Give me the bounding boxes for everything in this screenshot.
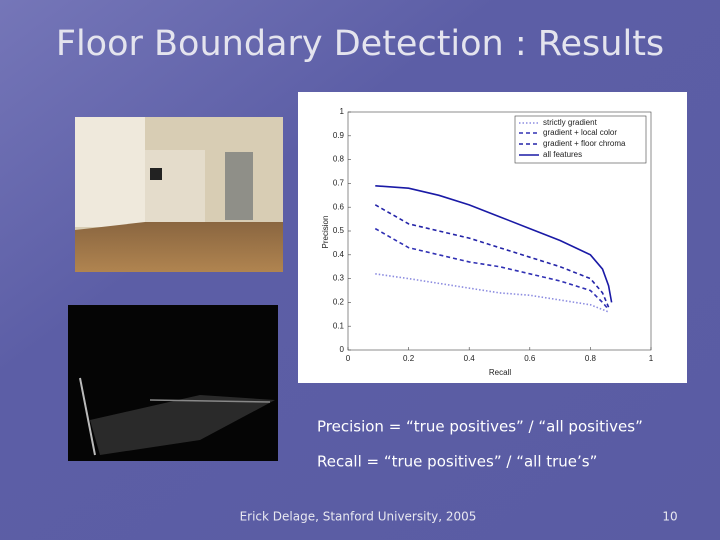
formula: Precision = “true positives” / “all posi… [317,418,643,436]
y-tick-label: 0.5 [333,226,345,235]
y-tick-label: 0.7 [333,179,345,188]
y-tick-label: 0.8 [333,155,345,164]
x-tick-label: 0.4 [464,354,476,363]
x-tick-label: 0.2 [403,354,415,363]
footer: Erick Delage, Stanford University, 2005 [240,510,477,524]
y-axis-label: Precision [321,216,330,249]
slide-title: Floor Boundary Detection : Results [56,24,664,64]
formula: Recall = “true positives” / “all true’s” [317,453,597,471]
y-tick-label: 0.2 [333,298,345,307]
y-tick-label: 0.4 [333,250,345,259]
y-tick-label: 0.1 [333,321,345,330]
room-photo [75,117,283,272]
series-line [375,184,613,303]
y-tick-label: 0 [340,345,345,354]
y-tick-label: 0.3 [333,274,345,283]
legend-label: all features [543,150,582,159]
x-tick-label: 0 [346,354,351,363]
legend-label: strictly gradient [543,118,598,127]
series-line [374,204,610,308]
y-tick-label: 1 [340,107,345,116]
series-line [375,273,609,313]
legend-label: gradient + local color [543,128,617,137]
y-tick-label: 0.6 [333,202,345,211]
legend-label: gradient + floor chroma [543,139,626,148]
x-tick-label: 1 [649,354,654,363]
series-line [374,227,610,311]
x-tick-label: 0.8 [585,354,597,363]
page-number: 10 [662,510,677,524]
edge-photo [68,305,278,461]
x-axis-label: Recall [489,368,511,377]
x-tick-label: 0.6 [524,354,536,363]
y-tick-label: 0.9 [333,131,345,140]
